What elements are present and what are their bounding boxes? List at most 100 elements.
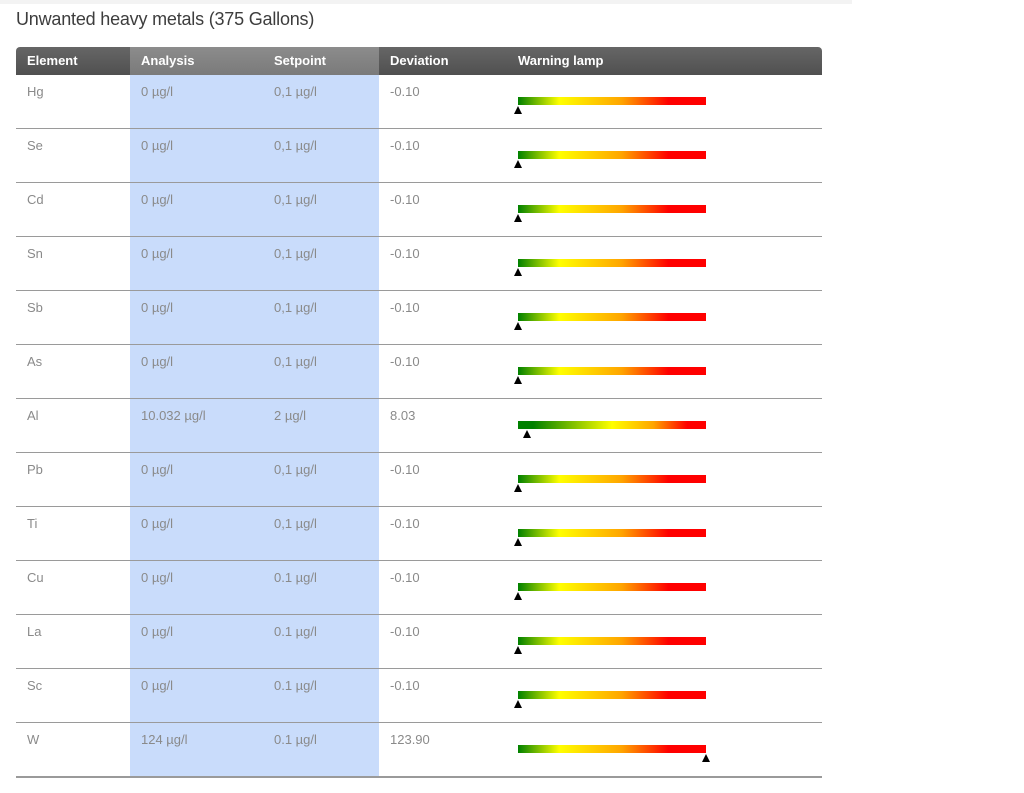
table-row: Cu 0 µg/l 0.1 µg/l -0.10 — [16, 561, 822, 615]
analysis-cell: 0 µg/l — [141, 570, 174, 585]
analysis-cell: 0 µg/l — [141, 624, 174, 639]
analysis-cell: 0 µg/l — [141, 84, 174, 99]
warning-lamp-gradient-bar — [518, 367, 706, 375]
warning-lamp-marker-icon — [514, 160, 522, 168]
element-cell: Cu — [27, 570, 44, 585]
warning-lamp-gradient-bar — [518, 529, 706, 537]
warning-lamp — [514, 205, 706, 222]
element-cell: As — [27, 354, 43, 369]
warning-lamp-gradient-bar — [518, 583, 706, 591]
element-cell: Al — [27, 408, 39, 423]
deviation-cell: -0.10 — [390, 192, 420, 207]
column-header-analysis: Analysis Setpoint — [130, 47, 379, 75]
warning-lamp — [514, 691, 706, 708]
column-header-deviation: Deviation — [390, 53, 449, 68]
warning-lamp — [514, 637, 706, 654]
element-cell: Ti — [27, 516, 38, 531]
setpoint-cell: 0,1 µg/l — [274, 84, 317, 99]
setpoint-cell: 0.1 µg/l — [274, 732, 317, 747]
analysis-cell: 124 µg/l — [141, 732, 188, 747]
analysis-cell: 0 µg/l — [141, 192, 174, 207]
warning-lamp-gradient-bar — [518, 205, 706, 213]
deviation-cell: -0.10 — [390, 624, 420, 639]
warning-lamp-marker-icon — [514, 592, 522, 600]
table-row: Sc 0 µg/l 0.1 µg/l -0.10 — [16, 669, 822, 723]
warning-lamp — [514, 313, 706, 330]
analysis-cell: 0 µg/l — [141, 354, 174, 369]
warning-lamp-gradient-bar — [518, 475, 706, 483]
element-cell: Sb — [27, 300, 43, 315]
warning-lamp — [514, 97, 706, 114]
analysis-cell: 0 µg/l — [141, 462, 174, 477]
warning-lamp — [514, 475, 706, 492]
setpoint-cell: 0,1 µg/l — [274, 516, 317, 531]
column-header-analysis-label: Analysis — [141, 53, 195, 68]
element-cell: Sc — [27, 678, 43, 693]
table-row: La 0 µg/l 0.1 µg/l -0.10 — [16, 615, 822, 669]
table-row: Se 0 µg/l 0,1 µg/l -0.10 — [16, 129, 822, 183]
setpoint-cell: 0,1 µg/l — [274, 246, 317, 261]
warning-lamp — [514, 151, 706, 168]
warning-lamp-marker-icon — [702, 754, 710, 762]
warning-lamp-marker-icon — [514, 106, 522, 114]
warning-lamp-marker-icon — [514, 322, 522, 330]
analysis-cell: 0 µg/l — [141, 300, 174, 315]
heavy-metals-table: Element Analysis Setpoint Deviation Warn… — [16, 47, 822, 778]
table-row: Hg 0 µg/l 0,1 µg/l -0.10 — [16, 75, 822, 129]
setpoint-cell: 0,1 µg/l — [274, 300, 317, 315]
analysis-cell: 0 µg/l — [141, 246, 174, 261]
table-header: Element Analysis Setpoint Deviation Warn… — [16, 47, 822, 75]
warning-lamp — [514, 529, 706, 546]
deviation-cell: 8.03 — [390, 408, 416, 423]
table-row: Al 10.032 µg/l 2 µg/l 8.03 — [16, 399, 822, 453]
warning-lamp-marker-icon — [514, 700, 522, 708]
table-row: W 124 µg/l 0.1 µg/l 123.90 — [16, 723, 822, 778]
deviation-cell: -0.10 — [390, 354, 420, 369]
top-divider — [0, 0, 852, 4]
page-title: Unwanted heavy metals (375 Gallons) — [16, 9, 315, 29]
analysis-cell: 0 µg/l — [141, 138, 174, 153]
setpoint-cell: 0.1 µg/l — [274, 570, 317, 585]
warning-lamp — [518, 421, 706, 438]
deviation-cell: -0.10 — [390, 462, 420, 477]
warning-lamp-marker-icon — [514, 484, 522, 492]
column-header-warning-lamp: Warning lamp — [518, 53, 604, 68]
table-row: Pb 0 µg/l 0,1 µg/l -0.10 — [16, 453, 822, 507]
table-row: Sb 0 µg/l 0,1 µg/l -0.10 — [16, 291, 822, 345]
table-row: Ti 0 µg/l 0,1 µg/l -0.10 — [16, 507, 822, 561]
element-cell: Hg — [27, 84, 44, 99]
warning-lamp-marker-icon — [514, 376, 522, 384]
column-header-element: Element — [27, 53, 78, 68]
deviation-cell: -0.10 — [390, 246, 420, 261]
setpoint-cell: 0,1 µg/l — [274, 192, 317, 207]
warning-lamp-gradient-bar — [518, 637, 706, 645]
element-cell: W — [27, 732, 40, 747]
deviation-cell: 123.90 — [390, 732, 430, 747]
element-cell: Cd — [27, 192, 44, 207]
element-cell: Se — [27, 138, 43, 153]
warning-lamp — [514, 583, 706, 600]
warning-lamp-gradient-bar — [518, 313, 706, 321]
table-row: Sn 0 µg/l 0,1 µg/l -0.10 — [16, 237, 822, 291]
setpoint-cell: 0,1 µg/l — [274, 138, 317, 153]
setpoint-cell: 0.1 µg/l — [274, 678, 317, 693]
deviation-cell: -0.10 — [390, 84, 420, 99]
warning-lamp-marker-icon — [514, 538, 522, 546]
warning-lamp-marker-icon — [514, 268, 522, 276]
warning-lamp — [518, 745, 710, 762]
warning-lamp-gradient-bar — [518, 421, 706, 429]
warning-lamp — [514, 367, 706, 384]
warning-lamp-gradient-bar — [518, 691, 706, 699]
warning-lamp — [514, 259, 706, 276]
deviation-cell: -0.10 — [390, 300, 420, 315]
warning-lamp-gradient-bar — [518, 97, 706, 105]
setpoint-cell: 0,1 µg/l — [274, 354, 317, 369]
analysis-cell: 0 µg/l — [141, 678, 174, 693]
analysis-setpoint-highlight — [130, 75, 379, 778]
element-cell: Pb — [27, 462, 43, 477]
warning-lamp-marker-icon — [523, 430, 532, 438]
warning-lamp-gradient-bar — [518, 151, 706, 159]
element-cell: Sn — [27, 246, 43, 261]
warning-lamp-gradient-bar — [518, 745, 706, 753]
analysis-cell: 0 µg/l — [141, 516, 174, 531]
